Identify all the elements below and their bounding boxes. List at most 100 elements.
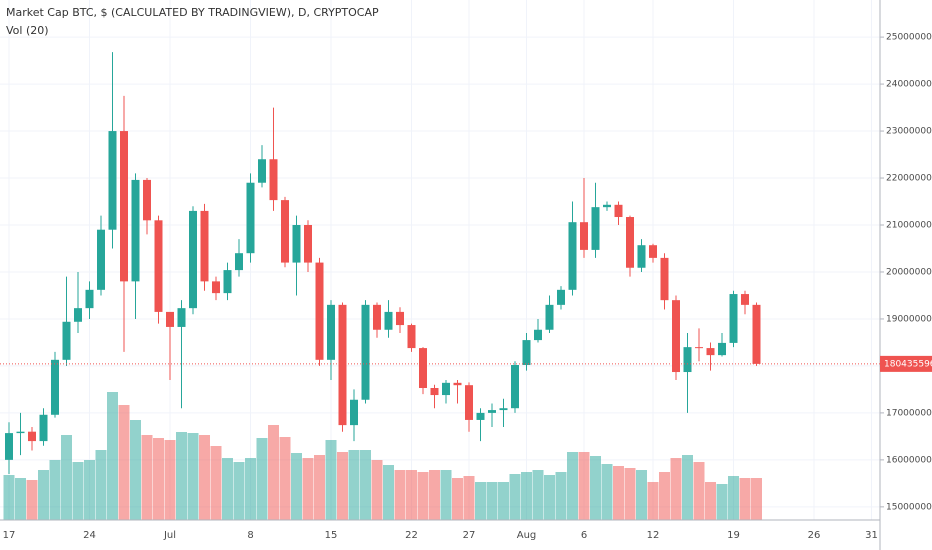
volume-title: Vol (20) [6,24,49,37]
candle-body [223,270,232,294]
x-tick-label: 12 [647,530,660,541]
candle-body [258,159,266,183]
volume-bar [302,458,314,520]
volume-bar [95,450,107,520]
candle-body [695,347,703,349]
volume-bar [463,476,475,520]
volume-bar [38,470,49,520]
candle-body [292,225,301,263]
candle-body [39,414,48,442]
y-tick-label: 160000000000 [886,455,932,465]
y-tick-label: 250000000000 [886,33,932,43]
volume-bar [279,437,291,520]
candle-body [752,304,761,364]
candle-body [212,281,220,294]
volume-bar [222,458,233,520]
candle-body [269,159,278,201]
candle-body [85,289,94,309]
volume-bar [751,478,762,520]
x-tick-label: 19 [727,530,740,541]
x-tick-label: 26 [808,530,821,541]
volume-bar [486,482,498,520]
candle-body [706,348,715,356]
volume-bar [521,472,532,520]
candle-body [189,210,197,309]
volume-bar [601,464,613,520]
volume-bar [256,438,268,520]
last-price-box [880,355,932,372]
candle-body [534,329,542,341]
candle-body [591,207,600,250]
y-tick-label: 210000000000 [886,221,932,231]
volume-bar [325,440,337,520]
candle-body [430,388,439,396]
y-tick-label: 220000000000 [886,174,932,184]
volume-bar [15,478,26,520]
volume-bar [107,392,118,520]
candle-body [28,431,36,442]
x-tick-label: Jul [163,530,176,541]
volume-bar [429,470,440,520]
candle-body [488,410,496,413]
volume-bar [118,405,130,520]
volume-bar [452,478,463,520]
volume-bar [233,462,245,520]
candle-body [143,179,151,221]
volume-bar [613,466,624,520]
candle-body [154,220,163,312]
volume-bar [49,460,61,520]
x-tick-label: 27 [463,530,476,541]
candle-body [315,262,324,360]
candle-body [476,412,485,420]
y-tick-label: 240000000000 [886,80,932,90]
candle-body [304,225,312,263]
volume-bar [314,455,325,520]
candle-body [361,304,370,400]
volume-bar [532,470,544,520]
plot [3,52,762,520]
volume-bar [739,478,751,520]
volume-bar [555,472,567,520]
candle-body [729,294,738,343]
candle-body [396,311,404,326]
volume-bar [245,458,256,520]
y-tick-label: 230000000000 [886,127,932,137]
candle-body [614,204,623,218]
candle-body [51,359,59,415]
volume-bar [360,450,371,520]
candle-body [419,348,427,389]
candle-body [235,253,243,271]
volume-bar [636,470,647,520]
candle-body [97,229,105,290]
candle-body [511,364,519,409]
candle-body [281,200,289,263]
candle-body [660,257,669,301]
candle-body [166,311,174,327]
x-tick-label: 8 [247,530,253,541]
volume-bar [383,465,394,520]
volume-bar [291,453,302,520]
candle-body [741,294,749,305]
volume-bar [578,452,590,520]
candle-body [62,321,71,360]
candle-body [5,433,13,460]
volume-bar [590,456,601,520]
candle-body [465,385,473,420]
y-tick-label: 170000000000 [886,408,932,418]
volume-bar [176,432,187,520]
candle-body [672,300,680,373]
volume-bar [61,435,72,520]
volume-bar [647,482,659,520]
candle-body [177,308,186,327]
candle-body [522,340,531,365]
volume-bar [693,462,705,520]
candle-body [453,382,462,386]
candle-body [637,245,646,268]
volume-bar [337,452,348,520]
volume-bar [371,460,383,520]
volume-bar [153,438,164,520]
x-tick-label: 24 [83,530,96,541]
volume-bar [268,425,279,520]
candle-body [499,408,508,411]
